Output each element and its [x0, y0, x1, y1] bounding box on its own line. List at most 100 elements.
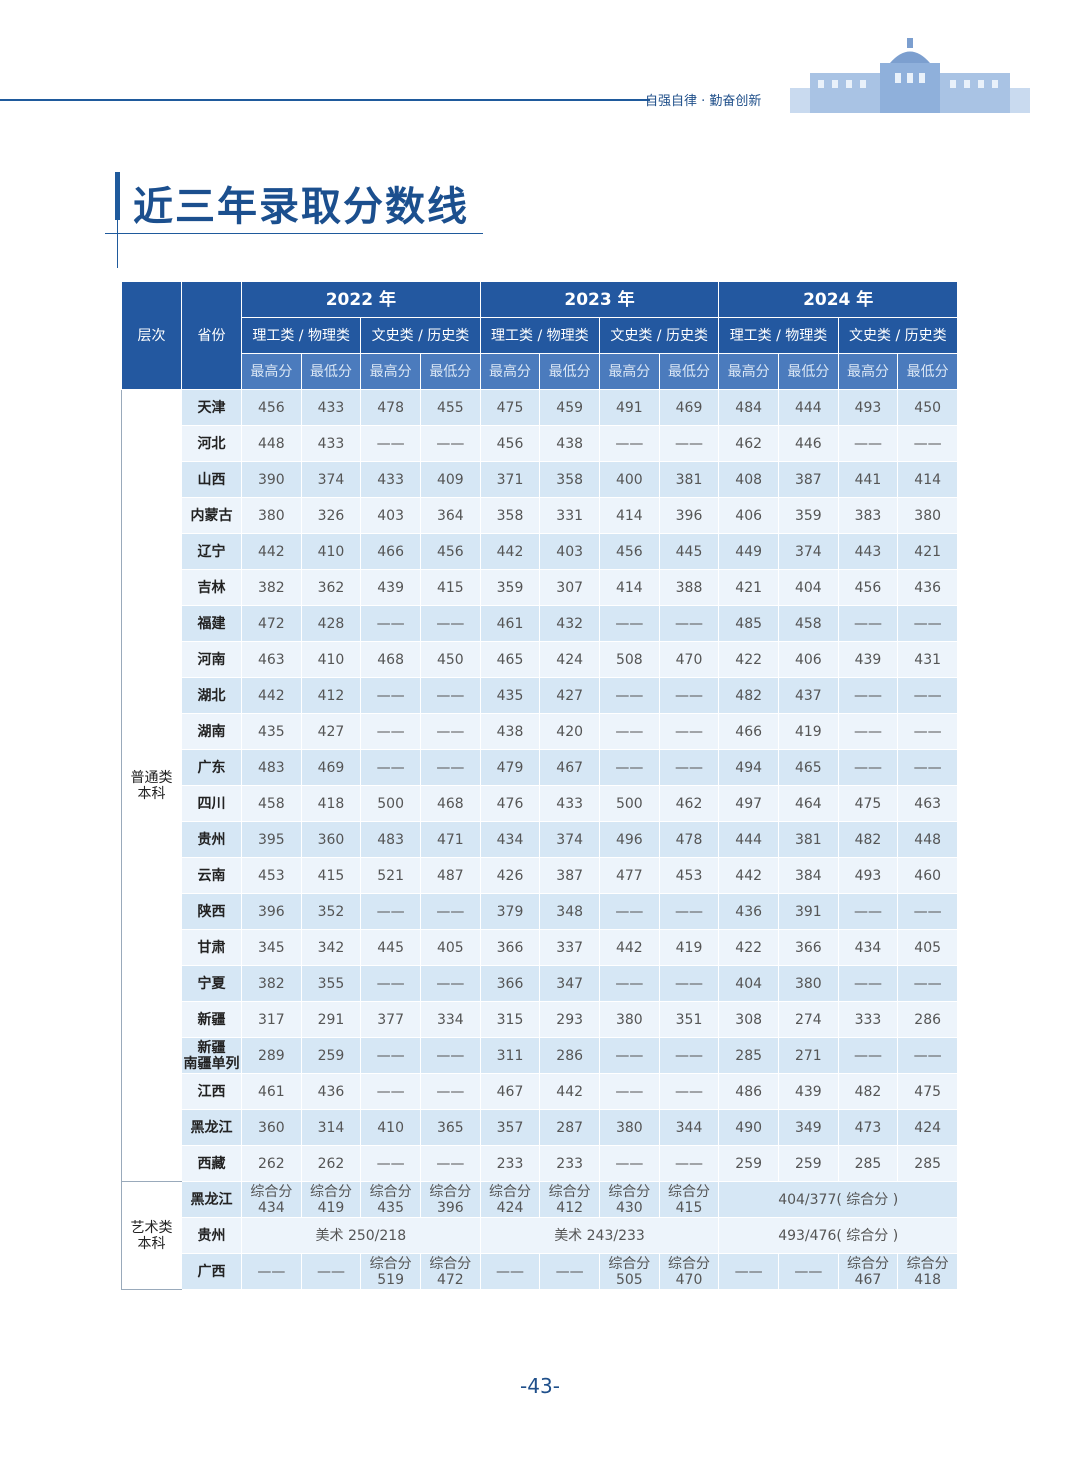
score-cell: 334 [419, 1001, 481, 1038]
score-cell: —— [658, 425, 720, 462]
province-cell: 黑龙江 [181, 1109, 242, 1146]
score-cell: 467 [479, 1073, 541, 1110]
score-cell: —— [897, 677, 959, 714]
score-cell: 355 [300, 965, 362, 1002]
score-cell: 374 [539, 821, 600, 858]
score-cell: 360 [300, 821, 362, 858]
score-cell: 271 [778, 1037, 839, 1074]
score-cell: 综合分 418 [897, 1253, 959, 1290]
score-cell: 410 [360, 1109, 421, 1146]
score-cell: 475 [479, 389, 541, 426]
score-cell: 473 [837, 1109, 899, 1146]
score-label: 综合分 [667, 1183, 710, 1200]
score-cell: 453 [241, 857, 302, 894]
province-cell: 山西 [181, 461, 242, 498]
score-cell: 465 [778, 749, 839, 786]
score-cell: —— [658, 605, 720, 642]
table-row: 四川 458 418 500 468 476 433 500 462 497 464 475 463 [122, 785, 959, 822]
score-cell: —— [897, 749, 959, 786]
score-cell: —— [778, 1253, 839, 1290]
score-cell: —— [897, 425, 959, 462]
score-cell: 444 [718, 821, 779, 858]
table-row: 黑龙江 360 314 410 365 357 287 380 344 490 349 473 424 [122, 1109, 959, 1146]
score-value: 419 [317, 1199, 345, 1216]
page-number: -43- [520, 1374, 560, 1398]
score-cell: 358 [479, 497, 541, 534]
motto: 自强自律 · 勤奋创新 [645, 94, 762, 109]
score-cell: 348 [539, 893, 600, 930]
score-cell: 374 [300, 461, 362, 498]
score-cell: 384 [778, 857, 839, 894]
score-cell: 419 [778, 713, 839, 750]
score-cell: 433 [300, 389, 362, 426]
score-header: 最高分 [241, 353, 302, 390]
score-cell: 427 [300, 713, 362, 750]
score-cell: 综合分 470 [658, 1253, 720, 1290]
score-cell: 366 [778, 929, 839, 966]
score-cell: 508 [598, 641, 660, 678]
table-row: 河北 448 433 —— —— 456 438 —— —— 462 446 —— —— [122, 425, 959, 462]
score-cell: —— [598, 1037, 660, 1074]
score-cell: 382 [241, 569, 302, 606]
score-cell: 445 [360, 929, 421, 966]
score-cell: 387 [778, 461, 839, 498]
score-cell: —— [897, 893, 959, 930]
score-cell: —— [419, 677, 481, 714]
score-cell: 460 [897, 857, 959, 894]
score-cell: 456 [598, 533, 660, 570]
score-cell: 436 [897, 569, 959, 606]
score-cell: 500 [598, 785, 660, 822]
score-cell: 综合分 424 [479, 1181, 541, 1218]
score-cell: 434 [837, 929, 899, 966]
score-value: 430 [615, 1199, 643, 1216]
score-cell: —— [419, 1037, 481, 1074]
score-cell: 308 [718, 1001, 779, 1038]
score-cell: 344 [658, 1109, 720, 1146]
score-cell: 383 [837, 497, 899, 534]
table-head: 层次 省份 2022 年 2023 年 2024 年理工类 / 物理类 文史类 / 历史类… [121, 281, 959, 390]
score-cell: 487 [419, 857, 481, 894]
score-cell: 286 [539, 1037, 600, 1074]
score-header: 最低分 [658, 353, 720, 390]
score-cell: 448 [241, 425, 302, 462]
score-cell: 468 [419, 785, 481, 822]
score-cell: 综合分 430 [598, 1181, 660, 1218]
score-cell: 445 [658, 533, 720, 570]
score-cell: 467 [539, 749, 600, 786]
table-row: 新疆 317 291 377 334 315 293 380 351 308 274 333 286 [122, 1001, 959, 1038]
score-cell: —— [419, 1145, 481, 1182]
title-rule [117, 220, 118, 268]
score-cell: 462 [658, 785, 720, 822]
merged-cell: 美术 243/233 [479, 1217, 720, 1254]
header-rule [0, 99, 650, 101]
score-cell: 233 [539, 1145, 600, 1182]
score-cell: 259 [300, 1037, 362, 1074]
score-cell: 390 [241, 461, 302, 498]
score-label: 综合分 [667, 1255, 710, 1272]
score-cell: —— [360, 425, 421, 462]
score-cell: 441 [837, 461, 899, 498]
province-cell: 黑龙江 [181, 1181, 242, 1218]
score-cell: 291 [300, 1001, 362, 1038]
score-label: 综合分 [369, 1183, 412, 1200]
score-cell: 359 [479, 569, 541, 606]
table-row: 普通类 本科 天津 456 433 478 455 475 459 491 469 484 444 49… [121, 389, 959, 1182]
score-cell: 456 [479, 425, 541, 462]
score-cell: —— [419, 713, 481, 750]
score-cell: 418 [300, 785, 362, 822]
building-illustration [790, 38, 1030, 113]
score-cell: —— [598, 605, 660, 642]
score-label: 综合分 [429, 1183, 472, 1200]
score-cell: 521 [360, 857, 421, 894]
province-cell: 四川 [181, 785, 242, 822]
score-header: 最高分 [360, 353, 421, 390]
merged-cell: 美术 250/218 [241, 1217, 481, 1254]
score-cell: 综合分 415 [658, 1181, 720, 1218]
score-label: 综合分 [608, 1255, 651, 1272]
score-cell: 396 [241, 893, 302, 930]
track-header: 理工类 / 物理类 [479, 317, 600, 354]
score-label: 综合分 [846, 1255, 889, 1272]
year-header: 2023 年 [479, 281, 720, 318]
score-cell: 415 [419, 569, 481, 606]
